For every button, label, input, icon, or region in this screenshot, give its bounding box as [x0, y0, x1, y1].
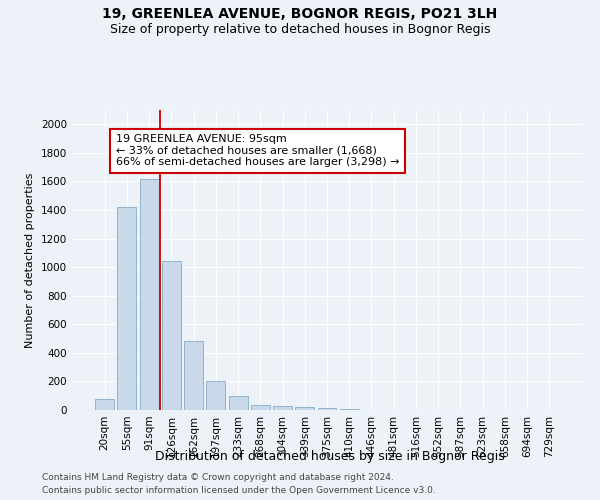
Bar	[184, 342, 203, 410]
Text: 19 GREENLEA AVENUE: 95sqm
← 33% of detached houses are smaller (1,668)
66% of se: 19 GREENLEA AVENUE: 95sqm ← 33% of detac…	[116, 134, 399, 168]
Bar	[140, 178, 158, 410]
Text: 19, GREENLEA AVENUE, BOGNOR REGIS, PO21 3LH: 19, GREENLEA AVENUE, BOGNOR REGIS, PO21 …	[103, 8, 497, 22]
Bar	[295, 407, 314, 410]
Bar	[206, 382, 225, 410]
Text: Contains public sector information licensed under the Open Government Licence v3: Contains public sector information licen…	[42, 486, 436, 495]
Bar	[95, 400, 114, 410]
Bar	[251, 405, 270, 410]
Y-axis label: Number of detached properties: Number of detached properties	[25, 172, 35, 348]
Bar	[273, 406, 292, 410]
Text: Contains HM Land Registry data © Crown copyright and database right 2024.: Contains HM Land Registry data © Crown c…	[42, 474, 394, 482]
Text: Size of property relative to detached houses in Bognor Regis: Size of property relative to detached ho…	[110, 22, 490, 36]
Bar	[118, 207, 136, 410]
Bar	[317, 408, 337, 410]
Bar	[229, 396, 248, 410]
Bar	[162, 262, 181, 410]
Text: Distribution of detached houses by size in Bognor Regis: Distribution of detached houses by size …	[155, 450, 505, 463]
